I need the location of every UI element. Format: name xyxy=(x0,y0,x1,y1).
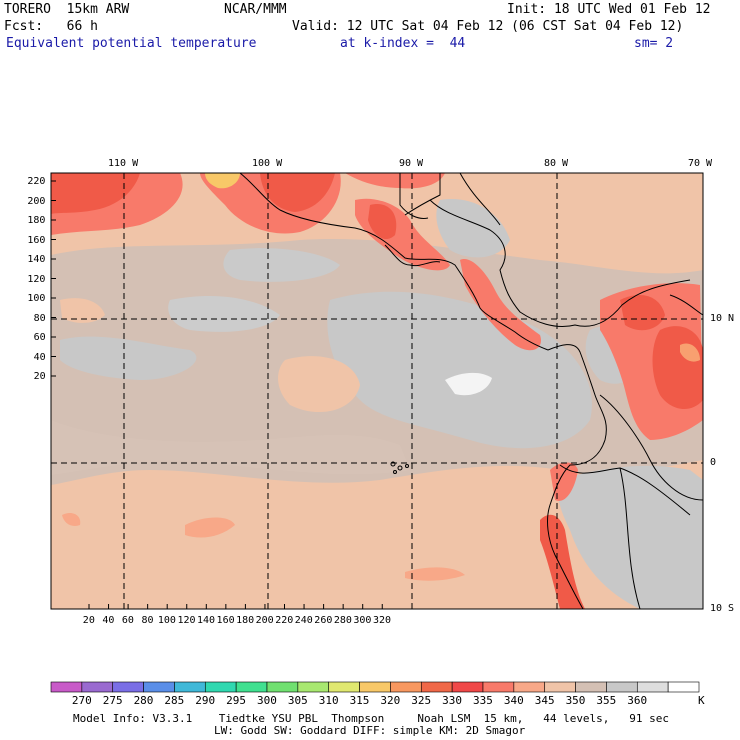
color-bar-label: 360 xyxy=(627,694,648,707)
color-bar-label: 350 xyxy=(565,694,586,707)
color-bar-label: 320 xyxy=(380,694,401,707)
color-bar-swatch xyxy=(390,681,422,693)
color-bar-label: 310 xyxy=(318,694,339,707)
color-bar-swatch xyxy=(636,681,669,693)
lon-label-80w: 80 W xyxy=(544,158,569,169)
color-bar-label: 285 xyxy=(164,694,185,707)
color-bar-unit: K xyxy=(698,694,705,707)
forecast-hour: Fcst: 66 h xyxy=(4,19,98,34)
y-tick-label: 220 xyxy=(27,176,46,187)
color-bar-label: 315 xyxy=(349,694,370,707)
init-time: Init: 18 UTC Wed 01 Feb 12 xyxy=(507,2,711,17)
color-bar-swatch xyxy=(482,681,515,693)
color-bar-label: 300 xyxy=(257,694,277,707)
color-bar-swatch xyxy=(266,681,299,693)
y-tick-label: 120 xyxy=(27,273,46,285)
color-bar-swatch xyxy=(359,681,391,693)
y-tick-label: 200 xyxy=(27,195,46,207)
color-bar-swatch xyxy=(667,681,700,693)
plot-frame xyxy=(50,172,704,610)
color-bar xyxy=(50,681,700,693)
x-tick-label: 140 xyxy=(197,615,216,626)
color-bar-swatch xyxy=(513,681,546,693)
x-tick-label: 260 xyxy=(314,615,333,626)
color-bar-swatch xyxy=(81,681,114,693)
color-bar-swatch xyxy=(297,681,330,693)
graticule xyxy=(51,173,703,609)
x-tick-label: 160 xyxy=(216,615,235,626)
color-bar-swatch xyxy=(112,681,144,693)
color-bar-label: 335 xyxy=(473,694,493,707)
color-bar-swatch xyxy=(50,681,83,693)
color-bar-label: 355 xyxy=(596,694,617,707)
color-bar-label: 270 xyxy=(71,694,92,707)
color-bar-label: 295 xyxy=(226,694,247,707)
color-bar-swatch xyxy=(544,681,576,693)
x-tick-label: 60 xyxy=(121,615,134,626)
x-tick-label: 220 xyxy=(275,615,294,626)
color-bar-swatch xyxy=(328,681,360,693)
lon-label-100w: 100 W xyxy=(252,158,283,169)
lat-label-0: 0 xyxy=(710,457,717,468)
smoothing: sm= 2 xyxy=(634,36,674,51)
model-name: TORERO 15km ARW xyxy=(4,2,130,17)
y-tick-label: 80 xyxy=(33,312,46,324)
y-tick-label: 60 xyxy=(33,332,46,343)
color-bar-swatch xyxy=(235,681,268,693)
y-tick-label: 40 xyxy=(33,351,46,363)
color-bar-swatch xyxy=(174,681,206,693)
color-bar-swatch xyxy=(606,681,638,693)
color-bar-label: 330 xyxy=(442,694,463,707)
color-bar-swatch xyxy=(575,681,607,693)
color-bar-label: 275 xyxy=(102,694,123,707)
center-name: NCAR/MMM xyxy=(224,2,287,17)
color-bar-label: 345 xyxy=(534,694,555,707)
color-bar-label: 325 xyxy=(411,694,432,707)
color-bar-label: 340 xyxy=(503,694,524,707)
y-tick-label: 180 xyxy=(27,215,46,226)
y-tick-label: 160 xyxy=(27,234,46,246)
color-bar-swatch xyxy=(451,681,484,693)
axis-ticks xyxy=(51,180,383,609)
model-info: Model Info: V3.3.1 Tiedtke YSU PBL Thomp… xyxy=(73,712,670,725)
x-tick-label: 280 xyxy=(333,615,352,626)
field-name: Equivalent potential temperature xyxy=(6,36,257,51)
lat-label-10n: 10 N xyxy=(710,313,735,324)
lon-label-70w: 70 W xyxy=(688,158,713,169)
valid-time: Valid: 12 UTC Sat 04 Feb 12 (06 CST Sat … xyxy=(292,19,684,34)
x-tick-label: 200 xyxy=(255,615,274,626)
coastlines xyxy=(239,173,703,609)
x-tick-label: 40 xyxy=(102,615,115,626)
temperature-field xyxy=(51,173,703,609)
color-bar-swatch xyxy=(143,681,175,693)
y-tick-label: 140 xyxy=(27,254,46,265)
x-tick-label: 180 xyxy=(236,615,255,626)
color-bar-label: 290 xyxy=(195,694,216,707)
color-bar-label: 305 xyxy=(287,694,308,707)
x-tick-label: 300 xyxy=(353,615,372,626)
color-bar-swatch xyxy=(204,681,237,693)
y-tick-label: 20 xyxy=(33,371,46,382)
color-bar-label: 280 xyxy=(133,694,154,707)
x-tick-label: 20 xyxy=(82,615,95,626)
physics-info: LW: Godd SW: Goddard DIFF: simple KM: 2D… xyxy=(214,724,526,737)
y-tick-label: 100 xyxy=(27,293,46,304)
lon-label-110w: 110 W xyxy=(108,158,139,169)
x-tick-label: 240 xyxy=(294,615,313,626)
x-tick-label: 320 xyxy=(372,615,391,626)
x-tick-label: 120 xyxy=(177,615,196,626)
lon-label-90w: 90 W xyxy=(399,158,424,169)
lat-label-10s: 10 S xyxy=(710,603,735,614)
k-index: at k-index = 44 xyxy=(340,36,466,51)
x-tick-label: 80 xyxy=(141,615,154,626)
color-bar-swatch xyxy=(420,681,453,693)
x-tick-label: 100 xyxy=(157,615,176,626)
